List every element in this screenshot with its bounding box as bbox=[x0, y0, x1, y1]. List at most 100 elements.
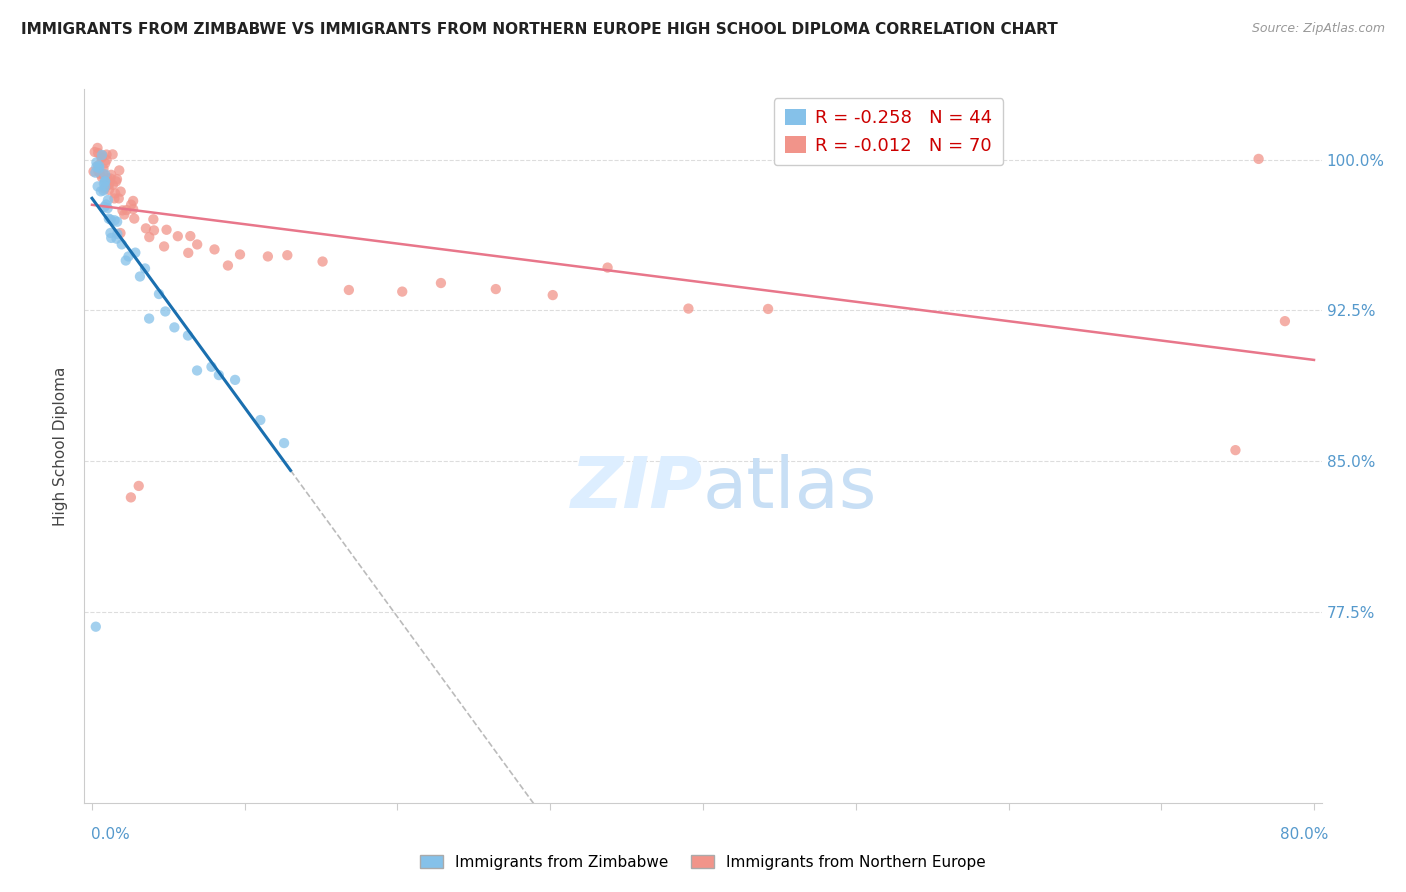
Point bbox=[100, 171, 122, 186]
Point bbox=[84, 166, 107, 180]
Point bbox=[105, 227, 128, 241]
Point bbox=[138, 230, 160, 244]
Point bbox=[756, 301, 779, 316]
Point bbox=[97, 201, 120, 215]
Point bbox=[134, 261, 156, 276]
Point bbox=[204, 243, 226, 257]
Point bbox=[93, 184, 115, 198]
Point bbox=[101, 147, 124, 161]
Point bbox=[596, 260, 619, 275]
Point bbox=[87, 145, 110, 160]
Point bbox=[98, 183, 121, 197]
Point bbox=[337, 283, 360, 297]
Text: 0.0%: 0.0% bbox=[91, 827, 131, 841]
Point bbox=[94, 168, 117, 182]
Point bbox=[1225, 443, 1247, 458]
Point bbox=[249, 413, 271, 427]
Point bbox=[485, 282, 508, 296]
Point bbox=[143, 223, 166, 237]
Point bbox=[104, 186, 127, 201]
Point bbox=[94, 175, 117, 189]
Point bbox=[148, 287, 170, 301]
Point bbox=[1247, 152, 1270, 166]
Point bbox=[177, 328, 200, 343]
Point bbox=[273, 436, 295, 450]
Point bbox=[120, 197, 142, 211]
Point bbox=[107, 191, 129, 205]
Point bbox=[101, 178, 124, 192]
Point bbox=[678, 301, 700, 316]
Point bbox=[124, 245, 146, 260]
Point bbox=[120, 491, 142, 505]
Point bbox=[86, 179, 108, 194]
Point bbox=[105, 174, 128, 188]
Point bbox=[96, 171, 118, 186]
Point bbox=[86, 155, 108, 169]
Point bbox=[96, 197, 118, 211]
Point bbox=[97, 193, 120, 207]
Point bbox=[89, 159, 111, 173]
Text: atlas: atlas bbox=[703, 454, 877, 524]
Point bbox=[100, 226, 122, 240]
Point bbox=[110, 185, 132, 199]
Point bbox=[153, 239, 176, 253]
Point bbox=[96, 153, 118, 167]
Point bbox=[93, 161, 115, 176]
Point bbox=[96, 147, 118, 161]
Point bbox=[97, 211, 120, 226]
Point bbox=[217, 259, 239, 273]
Point bbox=[155, 304, 177, 318]
Point bbox=[94, 174, 117, 188]
Point bbox=[100, 231, 122, 245]
Point bbox=[138, 311, 160, 326]
Point bbox=[430, 276, 453, 290]
Point bbox=[98, 178, 121, 192]
Point bbox=[91, 148, 114, 162]
Point bbox=[224, 373, 246, 387]
Point bbox=[186, 237, 208, 252]
Point bbox=[129, 269, 152, 284]
Point bbox=[208, 368, 231, 382]
Point bbox=[111, 237, 134, 252]
Point bbox=[155, 223, 177, 237]
Point bbox=[103, 191, 125, 205]
Point bbox=[122, 211, 145, 226]
Text: Source: ZipAtlas.com: Source: ZipAtlas.com bbox=[1251, 22, 1385, 36]
Point bbox=[91, 170, 114, 185]
Point bbox=[87, 158, 110, 172]
Point bbox=[541, 288, 564, 302]
Point bbox=[112, 208, 135, 222]
Point bbox=[163, 320, 186, 334]
Point bbox=[110, 226, 132, 240]
Y-axis label: High School Diploma: High School Diploma bbox=[53, 367, 69, 525]
Point bbox=[1274, 314, 1296, 328]
Point bbox=[83, 145, 105, 159]
Point bbox=[229, 247, 252, 261]
Point bbox=[89, 167, 111, 181]
Point bbox=[98, 175, 121, 189]
Point bbox=[114, 253, 136, 268]
Point bbox=[115, 202, 138, 217]
Point bbox=[96, 178, 118, 193]
Point bbox=[108, 163, 131, 178]
Point bbox=[276, 248, 298, 262]
Point bbox=[90, 150, 112, 164]
Point bbox=[83, 164, 105, 178]
Text: IMMIGRANTS FROM ZIMBABWE VS IMMIGRANTS FROM NORTHERN EUROPE HIGH SCHOOL DIPLOMA : IMMIGRANTS FROM ZIMBABWE VS IMMIGRANTS F… bbox=[21, 22, 1057, 37]
Point bbox=[105, 172, 128, 186]
Text: 80.0%: 80.0% bbox=[1281, 827, 1329, 841]
Point bbox=[257, 249, 280, 263]
Point bbox=[128, 479, 150, 493]
Point bbox=[87, 164, 110, 178]
Point bbox=[100, 212, 122, 227]
Point bbox=[105, 215, 128, 229]
Point bbox=[93, 181, 115, 195]
Point bbox=[135, 221, 157, 235]
Point bbox=[90, 151, 112, 165]
Point bbox=[111, 203, 134, 218]
Point bbox=[87, 161, 110, 176]
Legend: Immigrants from Zimbabwe, Immigrants from Northern Europe: Immigrants from Zimbabwe, Immigrants fro… bbox=[412, 847, 994, 877]
Point bbox=[91, 167, 114, 181]
Point bbox=[103, 213, 125, 227]
Point bbox=[179, 229, 201, 244]
